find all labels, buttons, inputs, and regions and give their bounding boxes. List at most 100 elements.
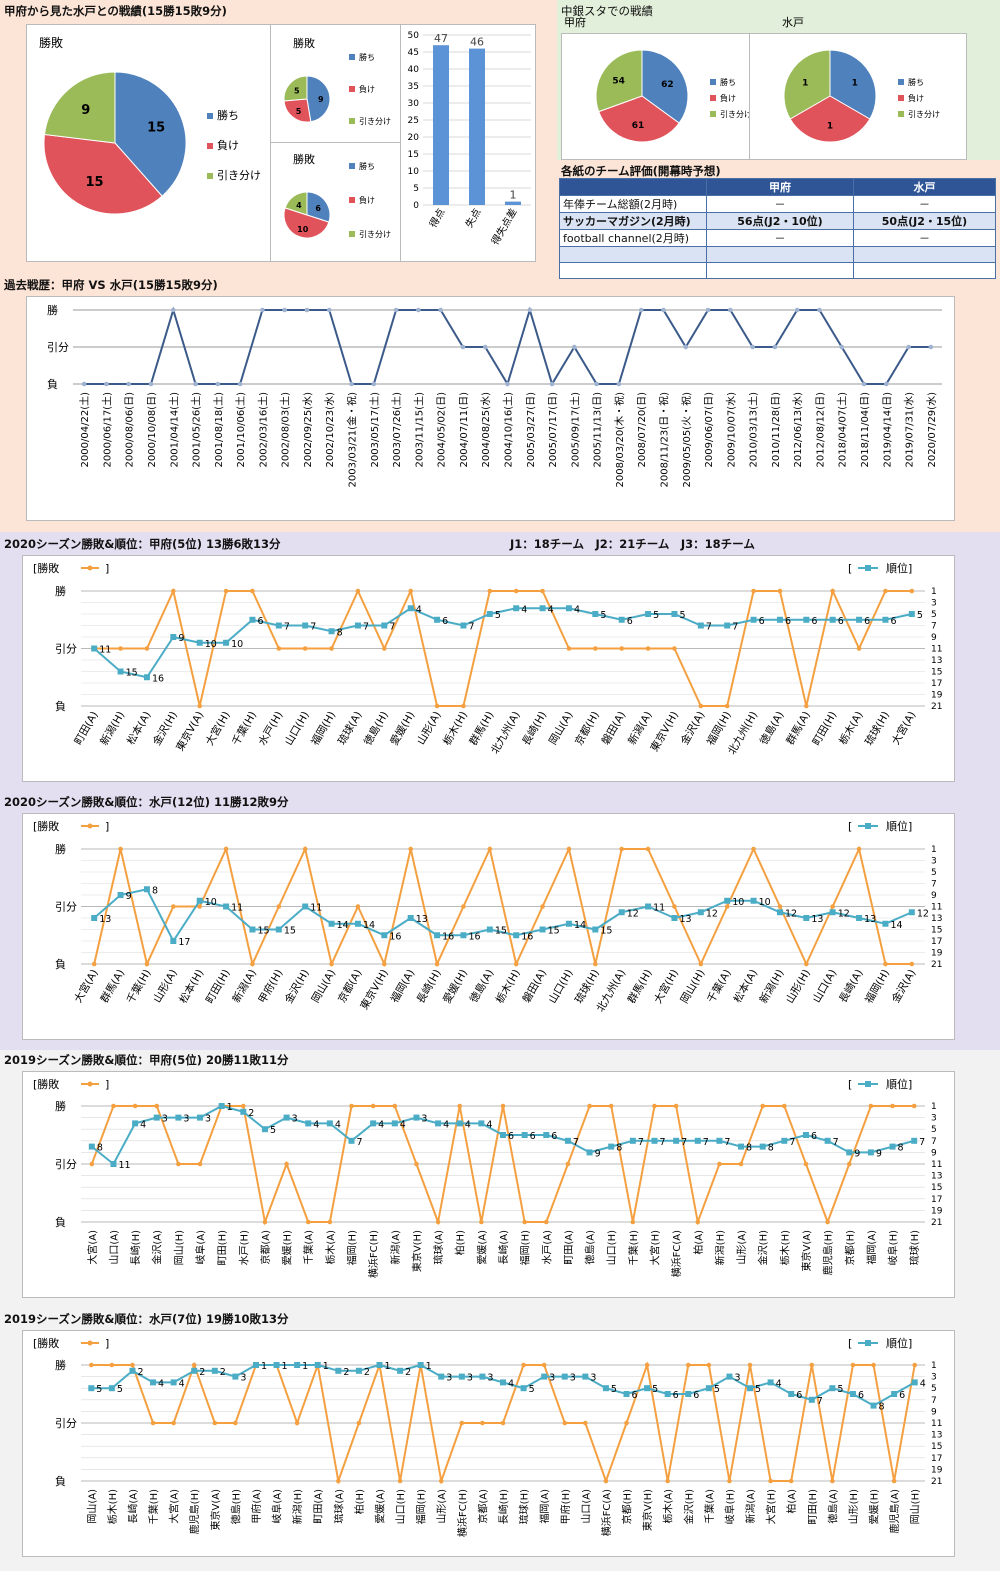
result-point: [906, 344, 911, 350]
bar: [469, 48, 485, 205]
rank-point: [671, 915, 678, 921]
rank-point: [314, 1362, 321, 1368]
rank-point: [88, 1385, 95, 1392]
result-point: [638, 307, 644, 313]
eval-cell: [559, 246, 707, 263]
x-tick-label: 2008/11/23(日・祝): [657, 392, 670, 488]
x-tick-label: 横浜FC(A): [670, 1230, 683, 1277]
x-tick-label: 新潟(A): [625, 709, 654, 747]
y-tick-label: 35: [408, 82, 419, 92]
x-tick-label: 福岡(H): [704, 709, 734, 748]
legend-label: 引き分け: [359, 117, 391, 126]
x-tick-label: 山口(A): [108, 1230, 120, 1265]
y-tick-label: 45: [408, 48, 419, 58]
legend-label: 引き分け: [720, 110, 752, 119]
rank-point: [175, 1114, 182, 1121]
legend-marker-results: [87, 1340, 93, 1346]
result-point: [480, 1420, 485, 1426]
x-tick-label: 栃木(A): [324, 1230, 337, 1265]
rank-tick-label: 5: [931, 1125, 937, 1135]
result-point: [482, 344, 488, 350]
pie-value-label: 6: [315, 204, 321, 213]
y-tick-label: 40: [408, 65, 420, 75]
rank-point: [561, 1373, 568, 1380]
result-point: [215, 381, 221, 387]
result-point: [104, 381, 109, 387]
pie-slice: [43, 71, 116, 144]
rank-point: [218, 1103, 225, 1109]
rank-data-label: 3: [570, 1373, 576, 1384]
result-point: [513, 961, 519, 967]
rank-point: [870, 1402, 877, 1409]
result-point: [355, 904, 361, 909]
bar-value-label: 47: [434, 32, 448, 45]
result-point: [727, 1478, 732, 1484]
rank-data-label: 9: [876, 1148, 882, 1159]
rank-point: [685, 1391, 692, 1397]
rank-point: [376, 1362, 383, 1368]
legend-bracket: ]: [105, 1337, 109, 1350]
result-point: [868, 1103, 874, 1109]
rank-data-label: 9: [126, 891, 132, 902]
result-point: [223, 588, 229, 594]
x-tick-label: 千葉(A): [302, 1230, 315, 1265]
x-tick-label: 甲府(A): [250, 1489, 263, 1524]
x-tick-label: 金沢(H): [757, 1230, 770, 1265]
rank-point: [232, 1373, 239, 1380]
pie-slice: [306, 75, 331, 123]
result-point: [130, 1362, 135, 1368]
result-point: [382, 646, 387, 651]
x-tick-label: 横浜FC(H): [456, 1489, 469, 1537]
x-tick-label: 2001/08/18(土): [212, 392, 225, 468]
x-tick-label: 鹿児島(A): [888, 1489, 901, 1534]
result-point: [522, 1219, 527, 1225]
pie-slice: [114, 71, 187, 197]
eval-cell: －: [853, 229, 996, 247]
rank-data-label: 7: [919, 1137, 925, 1148]
rank-data-label: 4: [400, 1119, 406, 1130]
x-tick-label: 山口(A): [580, 1489, 592, 1524]
y-tick-label: 50: [408, 31, 420, 41]
legend-left-label: [勝敗: [33, 819, 59, 833]
rank-point: [500, 1132, 506, 1138]
x-tick-label: 2003/07/26(土): [390, 392, 403, 468]
result-point: [593, 646, 598, 651]
result-point: [817, 307, 822, 313]
pie-value-label: 9: [81, 103, 90, 118]
result-point: [109, 1362, 115, 1368]
rank-data-label: 6: [627, 616, 633, 627]
result-point: [695, 1219, 701, 1225]
x-tick-label: 横浜FC(H): [367, 1230, 380, 1278]
rank-tick-label: 9: [931, 1148, 937, 1158]
result-point: [665, 1478, 670, 1484]
y-tick-label: 25: [408, 116, 419, 126]
rank-data-label: 1: [323, 1361, 329, 1372]
x-tick-label: 岡山(A): [86, 1489, 98, 1524]
x-tick-label: 山形(H): [848, 1489, 860, 1524]
rank-tick-label: 5: [931, 1384, 937, 1394]
rank-data-label: 7: [706, 622, 712, 633]
result-point: [630, 1219, 636, 1225]
rank-point: [724, 622, 731, 629]
rank-data-label: 2: [199, 1367, 205, 1378]
rank-point: [541, 1373, 548, 1380]
legend-bracket: [: [848, 562, 852, 575]
rank-point: [781, 1137, 788, 1144]
x-tick-label: 2018/11/04(日): [860, 392, 871, 468]
history-title: 過去戦歴：甲府 VS 水戸(15勝15敗9分): [4, 278, 218, 292]
rank-point: [223, 903, 230, 910]
rank-point: [618, 909, 625, 916]
rank-data-label: 11: [231, 903, 243, 914]
x-tick-label: 岐阜(H): [723, 1489, 736, 1524]
legend-marker-rank: [865, 1081, 871, 1087]
rank-data-label: 15: [257, 926, 269, 937]
x-tick-label: 東京V(H): [641, 1489, 654, 1531]
rank-data-label: 5: [755, 1384, 761, 1395]
rank-point: [747, 1385, 754, 1392]
rank-point: [891, 1391, 898, 1397]
pie-value-label: 61: [632, 121, 645, 131]
result-point: [549, 381, 555, 387]
result-point: [434, 961, 440, 967]
rank-point: [108, 1385, 115, 1392]
